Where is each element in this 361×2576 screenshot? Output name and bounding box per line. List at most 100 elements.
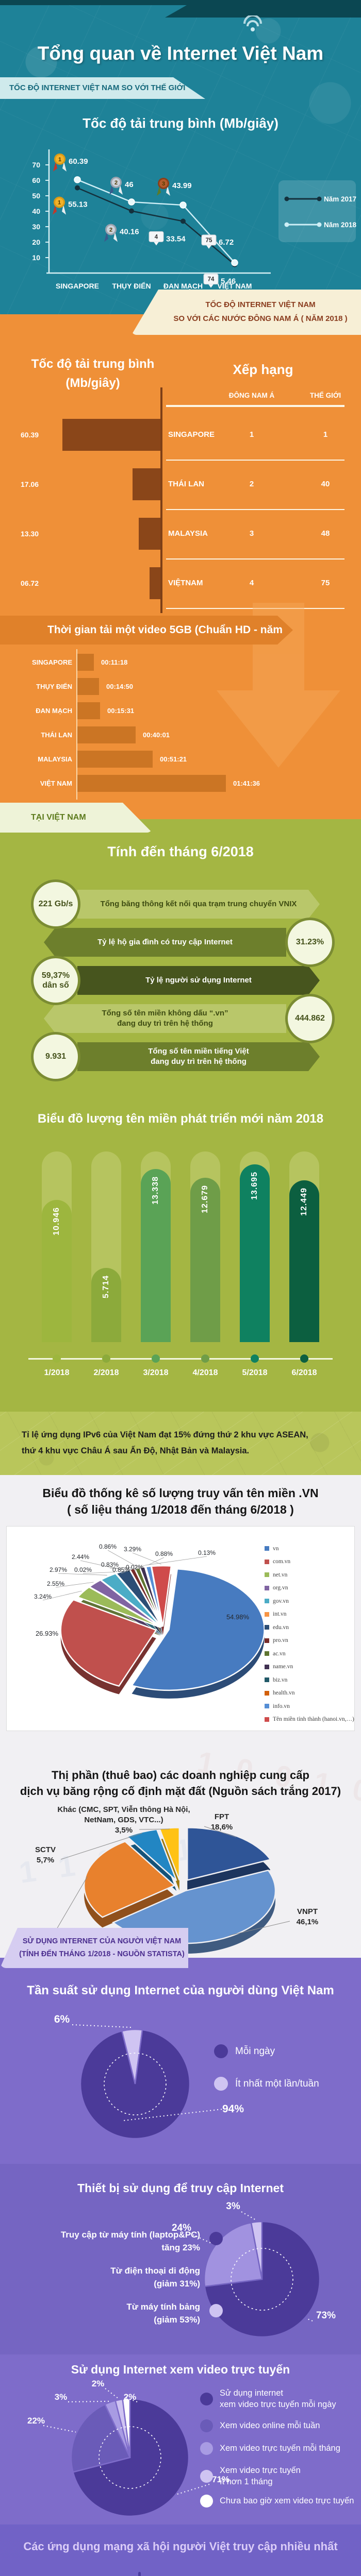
legend-item: Mỗi ngày xyxy=(214,2044,275,2058)
legend-item: Xem video trực tuyến mỗi tháng xyxy=(200,2442,340,2455)
column-bar: 10.946 xyxy=(42,1200,72,1342)
online-video-title: Sử dụng Internet xem video trực tuyến xyxy=(71,2363,290,2376)
video-time-bar xyxy=(77,678,99,695)
market-title-1: Thị phần (thuê bao) các doanh nghiệp cun… xyxy=(52,1769,309,1782)
label-leader xyxy=(58,1573,107,1575)
medal-icon-inner xyxy=(159,179,168,188)
rank-tag-notch xyxy=(206,245,211,249)
sea-rank-world: 48 xyxy=(321,529,330,538)
legend-label: ac.vn xyxy=(273,1650,286,1657)
data-line xyxy=(77,187,235,265)
column-bar: 13.695 xyxy=(240,1164,270,1342)
dotted-leader xyxy=(105,2388,119,2399)
social-apps-title: Các ứng dụng mạng xã hội người Việt truy… xyxy=(23,2540,338,2553)
domains-chart-title: Biểu đồ lượng tên miền phát triển mới nă… xyxy=(37,1112,324,1126)
legend-item: com.vn xyxy=(265,1555,354,1569)
sea-speed-value: 17.06 xyxy=(21,480,39,488)
legend-label: Xem video trực tuyến mỗi tháng xyxy=(220,2444,340,2453)
pct-label: 3% xyxy=(226,2201,240,2212)
legend-label-line: (giảm 53%) xyxy=(154,2314,200,2325)
legend-item: net.vn xyxy=(265,1568,354,1582)
video-country-label: SINGAPORE xyxy=(31,658,72,666)
column-bar: 5.714 xyxy=(91,1268,121,1342)
pie-slice xyxy=(79,2029,191,2140)
data-point xyxy=(129,208,134,214)
column-track: 13.338 xyxy=(141,1151,171,1342)
label-leader xyxy=(42,1590,82,1601)
column-bar: 12.449 xyxy=(289,1180,319,1342)
rank-tag-notch xyxy=(154,242,159,246)
legend-dot xyxy=(284,196,289,201)
legend-dot xyxy=(209,2232,223,2245)
legend-label: Sử dụng internet xem video trực tuyến mỗi… xyxy=(220,2388,336,2410)
legend-dot xyxy=(284,222,289,227)
frequency-pie: 6% 94% xyxy=(54,2013,244,2140)
stat-ribbon: Tổng số tên miền không dấu “.vn” đang duy… xyxy=(44,1004,286,1033)
row-separator xyxy=(166,558,344,560)
stat-value-line: dân số xyxy=(42,981,69,990)
dotted-leader xyxy=(189,2233,215,2245)
pct-label: 2% xyxy=(92,2379,105,2388)
legend-label-line: Từ máy tính bảng xyxy=(126,2302,200,2312)
rank-number: 4 xyxy=(155,234,158,240)
social-axis xyxy=(138,2572,141,2576)
legend-swatch xyxy=(265,1546,269,1551)
legend-label: org.vn xyxy=(273,1585,288,1591)
legend-swatch xyxy=(265,1585,269,1590)
month-label: 1/2018 xyxy=(44,1368,70,1377)
sea-divider xyxy=(160,387,162,613)
legend-label: Tên miền tỉnh thành (hanoi.vn,…) xyxy=(273,1716,354,1723)
y-tick-label: 40 xyxy=(32,207,40,215)
stat-value-line: 444.862 xyxy=(295,1014,325,1023)
section-social-apps: Các ứng dụng mạng xã hội người Việt truy… xyxy=(0,2524,361,2576)
pie-pct-label: 3.29% xyxy=(124,1546,141,1553)
vietnam-banner-label: TẠI VIỆT NAM xyxy=(31,813,86,822)
column-track: 10.946 xyxy=(42,1151,72,1342)
online-video-pie: 71% 22% 3% 2% 2% xyxy=(27,2379,229,2517)
timeline-dot xyxy=(102,1354,110,1363)
point-value-label: 55.13 xyxy=(68,200,88,209)
stat-circle: 9.931 xyxy=(31,1032,80,1081)
legend-item: org.vn xyxy=(265,1582,354,1595)
statista-line2: (TÍNH ĐẾN THÁNG 1/2018 - NGUỒN STATISTA) xyxy=(19,1950,185,1959)
pct-label: 2% xyxy=(124,2392,137,2402)
market-pct-label: 5,7% xyxy=(37,1856,54,1865)
page-title: Tổng quan về Internet Việt Nam xyxy=(37,42,324,64)
pie-slice xyxy=(151,1565,172,1627)
medal-icon-inner xyxy=(56,155,64,163)
statista-line1: SỬ DỤNG INTERNET CỦA NGƯỜI VIỆT NAM xyxy=(22,1937,182,1945)
stat-circle: 221 Gb/s xyxy=(31,879,80,929)
market-label: VNPT xyxy=(297,1907,318,1916)
legend-dot xyxy=(209,2268,223,2281)
pct-label: 24% xyxy=(172,2223,191,2233)
sea-speed-bar xyxy=(139,518,160,550)
legend-label: Năm 2018 xyxy=(324,221,357,229)
y-tick-label: 30 xyxy=(32,223,40,231)
legend-label: vn xyxy=(273,1545,279,1552)
y-tick-label: 20 xyxy=(32,238,40,246)
legend-item: health.vn xyxy=(265,1687,354,1700)
top-dark-wedge xyxy=(165,5,361,18)
label-leader xyxy=(204,1826,237,1838)
vietnam-banner: TẠI VIỆT NAM xyxy=(0,803,152,833)
legend-label: com.vn xyxy=(273,1558,291,1565)
pie-inner-dashed-circle xyxy=(104,2053,167,2115)
dotted-leader xyxy=(43,2425,76,2433)
video-time-label: 00:51:21 xyxy=(160,755,187,763)
world-speed-banner: TỐC ĐỘ INTERNET VIỆT NAM SO VỚI THẾ GIỚI xyxy=(0,77,205,99)
legend-label: Chưa bao giờ xem video trực tuyến xyxy=(220,2496,354,2506)
stat-label-line: đang duy trì trên hệ thống xyxy=(117,1019,213,1028)
sea-country-label: THÁI LAN xyxy=(168,480,204,488)
sea-header-rule xyxy=(166,405,344,407)
legend-label-line: tăng 23% xyxy=(161,2242,200,2252)
sea-banner: TỐC ĐỘ INTERNET VIỆT NAM SO VỚI CÁC NƯỚC… xyxy=(132,290,361,335)
stat-row: Tổng số tên miền tiếng Việt đang duy trì … xyxy=(0,1032,361,1081)
stat-row: Tỷ lệ người sử dụng Internet 59,37% dân số xyxy=(0,956,361,1005)
pie-pct-label: 0.85% xyxy=(112,1566,130,1573)
video-time-label: 00:11:18 xyxy=(101,658,128,666)
timeline-dot xyxy=(300,1354,308,1363)
pie-pct-label: 0.88% xyxy=(155,1550,173,1557)
timeline-dot xyxy=(152,1354,160,1363)
medal-ribbon xyxy=(166,186,170,196)
legend-swatch xyxy=(265,1677,269,1683)
